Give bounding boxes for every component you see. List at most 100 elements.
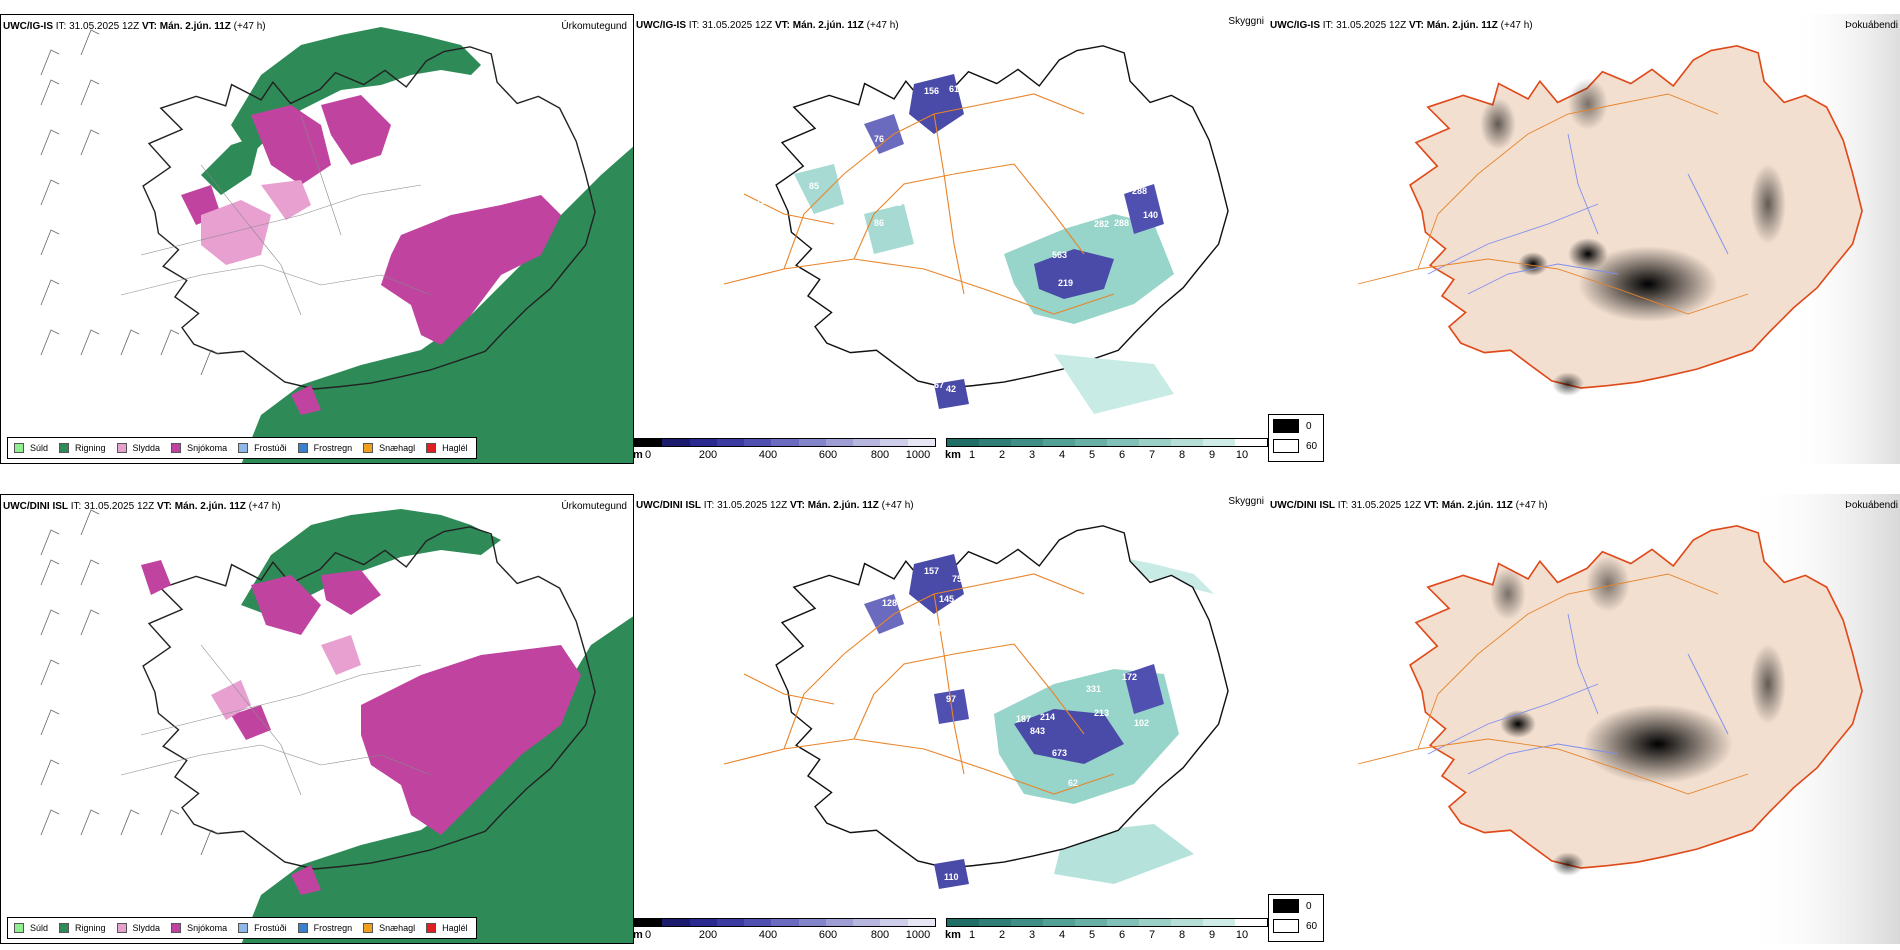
max-label: 288 [1114,218,1129,228]
legend-item: Frostregn [297,443,352,453]
legend-swatch [59,443,70,453]
max-label: 843 [1030,726,1045,736]
height-bar-swatch [798,919,826,926]
height-bar-tick: 0 [644,449,652,461]
height-bar-swatch [853,439,881,446]
precip-map-bottom [1,495,633,943]
legend-swatch [426,923,437,933]
max-label: 321 [936,624,951,634]
legend-swatch [238,923,249,933]
legend-swatch [59,923,70,933]
max-label: 331 [1086,684,1101,694]
visibility-bar-tick: 6 [1118,929,1126,941]
height-bar-swatch [635,439,663,446]
legend-item: Súld [14,443,48,453]
visibility-bar-swatch [979,439,1011,446]
visibility-bar-tick: 2 [998,929,1006,941]
legend-item: Haglél [426,443,468,453]
legend-swatch [116,443,127,453]
visibility-bar-tick: 6 [1118,449,1126,461]
height-bar-tick: 1000 [905,449,931,461]
legend-swatch [363,443,374,453]
max-label: 84 [944,166,954,176]
height-bar-tick: 0 [644,929,652,941]
visibility-bar-tick: 10 [1235,449,1249,461]
max-label: 42 [946,384,956,394]
visibility-bar-tick: 2 [998,449,1006,461]
visibility-bar-swatch [1011,919,1043,926]
visibility-bar-tick: 10 [1235,929,1249,941]
height-bar-tick: 800 [870,449,890,461]
precip-map-top [1,15,633,463]
max-label: 62 [912,384,922,394]
legend-swatch [426,443,437,453]
max-label: 157 [924,566,939,576]
fog-header-bottom: UWC/DINI ISL IT: 31.05.2025 12Z VT: Mán.… [1270,500,1548,511]
visibility-bar-swatch [947,919,979,926]
visibility-bar-unit: km [945,449,961,461]
max-label: 563 [1052,250,1067,260]
max-label: 213 [1094,708,1109,718]
height-bar-swatch [880,439,908,446]
height-bar-swatch [635,919,663,926]
height-bar-tick: 600 [818,449,838,461]
max-label: 61 [949,84,959,94]
visibility-bar-swatch [1075,439,1107,446]
visibility-bar-tick: 9 [1208,929,1216,941]
legend-swatch [297,443,308,453]
fog-panel-bottom: UWC/DINI ISL IT: 31.05.2025 12Z VT: Mán.… [1268,494,1900,944]
cloud-panel-top: 156 61 10 76 84 85 78 25 86 91 128 118 5… [634,14,1268,464]
height-bar-swatch [907,919,935,926]
max-label: 97 [946,694,956,704]
visibility-bar-tick: 7 [1148,929,1156,941]
max-label: 75 [952,574,962,584]
legend-swatch [14,923,24,933]
legend-swatch [363,923,374,933]
legend-swatch [171,923,182,933]
max-label: 62 [1068,778,1078,788]
fog-legend-swatch [1273,919,1299,933]
max-labels-bottom: 157 75 145 128 321 57 77 158 97 237 194 … [882,566,1164,882]
visibility-bar-swatch [1043,919,1075,926]
precip-header-bottom: UWC/DINI ISL IT: 31.05.2025 12Z VT: Mán.… [3,501,281,512]
legend-item: Rigning [59,923,106,933]
max-label: 118 [1044,219,1059,229]
visibility-bar-swatch [1075,919,1107,926]
max-label: 156 [924,86,939,96]
fog-title-top: Þokuábendi [1845,20,1898,31]
visibility-bar-swatch [1107,439,1139,446]
legend-item: Snjókoma [171,443,227,453]
cloud-header-top: UWC/IG-IS IT: 31.05.2025 12Z VT: Mán. 2.… [636,20,899,31]
height-bar-swatch [662,439,690,446]
height-bar-tick: 200 [698,929,718,941]
visibility-bar-tick: 4 [1058,449,1066,461]
fog-title-bottom: Þokuábendi [1845,500,1898,511]
visibility-bar-swatch [947,439,979,446]
fog-legend-item: 0 [1273,899,1312,913]
precip-panel-top: UWC/IG-IS IT: 31.05.2025 12Z VT: Mán. 2.… [0,14,634,464]
height-bar-swatch [689,919,717,926]
max-label: 194 [1004,694,1019,704]
height-bar-tick: 400 [758,929,778,941]
height-bar-swatch [771,439,799,446]
max-label: 78 [892,198,902,208]
legend-item: Rigning [59,443,106,453]
fog-panel-top: UWC/IG-IS IT: 31.05.2025 12Z VT: Mán. 2.… [1268,14,1900,464]
fog-legend-swatch [1273,439,1299,453]
max-label: 214 [1040,712,1055,722]
fog-legend-item: 60 [1273,439,1317,453]
height-bar-swatch [907,439,935,446]
visibility-bar-tick: 1 [968,929,976,941]
cloud-header-bottom: UWC/DINI ISL IT: 31.05.2025 12Z VT: Mán.… [636,500,914,511]
max-label: 88 [1158,182,1168,192]
visibility-bar-tick: 1 [968,449,976,461]
max-label: 288 [1132,186,1147,196]
height-bar-swatch [744,439,772,446]
visibility-bar-tick: 5 [1088,929,1096,941]
legend-item: Snæhagl [363,923,415,933]
legend-item: Snæhagl [363,443,415,453]
max-label: 67 [934,380,944,390]
legend-item: Frostúði [238,443,287,453]
visibility-bar-tick: 8 [1178,449,1186,461]
fog-map-bottom [1268,494,1900,944]
